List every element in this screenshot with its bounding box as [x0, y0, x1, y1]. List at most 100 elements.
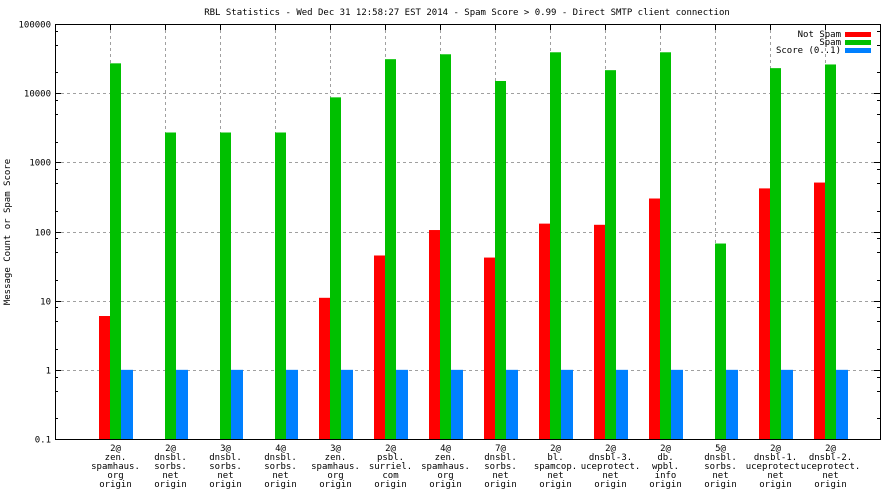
x-tick-label: origin [154, 480, 187, 490]
x-tick-label: zen. [325, 453, 347, 463]
x-tick-label: origin [814, 480, 847, 490]
x-tick-label: origin [209, 480, 242, 490]
legend-label: Not Spam [798, 30, 841, 40]
bar-spam [605, 70, 616, 439]
x-tick-label: net [602, 471, 618, 481]
bar-score-0-1 [726, 369, 738, 439]
bar-not-spam [594, 224, 605, 439]
y-axis-label: Message Count or Spam Score [3, 159, 13, 305]
bar-score-0-1 [451, 369, 463, 439]
bar-spam [660, 52, 671, 439]
bar-not-spam [814, 182, 825, 439]
bar-not-spam [649, 198, 660, 439]
x-tick-label: net [712, 471, 728, 481]
legend-label: Score (0..1) [776, 46, 841, 56]
x-tick-label: origin [374, 480, 407, 490]
bars [99, 52, 848, 439]
x-tick-label: 2@ [165, 444, 176, 454]
bar-spam [275, 132, 286, 439]
x-tick-label: net [272, 471, 288, 481]
bar-not-spam [539, 223, 550, 439]
y-tick-label: 100000 [18, 21, 51, 31]
x-tick-label: info [655, 471, 677, 481]
legend-swatch [845, 40, 871, 45]
legend-swatch [845, 32, 871, 37]
x-tick-label: com [382, 471, 398, 481]
x-tick-label: dnsbl. [704, 453, 737, 463]
x-tick-label: spamhaus. [311, 462, 360, 472]
bar-spam [495, 80, 506, 439]
x-tick-label: org [107, 471, 123, 481]
x-tick-label: zen. [435, 453, 457, 463]
x-tick-label: 3@ [220, 444, 231, 454]
x-tick-label: dnsbl. [209, 453, 242, 463]
x-tick-label: sorbs. [154, 462, 187, 472]
bar-spam [825, 64, 836, 439]
x-tick-label: sorbs. [264, 462, 297, 472]
x-axis: 2@zen.spamhaus.orgorigin2@dnsbl.sorbs.ne… [91, 24, 860, 490]
x-tick-label: bl. [547, 453, 563, 463]
bar-score-0-1 [121, 369, 133, 439]
bar-not-spam [319, 297, 330, 439]
bar-score-0-1 [176, 369, 188, 439]
x-tick-label: spamhaus. [91, 462, 140, 472]
x-tick-label: net [822, 471, 838, 481]
legend-label: Spam [819, 38, 841, 48]
x-tick-label: origin [484, 480, 517, 490]
x-tick-label: net [217, 471, 233, 481]
x-tick-label: origin [264, 480, 297, 490]
bar-score-0-1 [396, 369, 408, 439]
x-tick-label: dnsbl. [484, 453, 517, 463]
x-tick-label: net [162, 471, 178, 481]
x-tick-label: 5@ [715, 444, 726, 454]
x-tick-label: db. [657, 453, 673, 463]
x-tick-label: dnsbl. [264, 453, 297, 463]
bar-score-0-1 [781, 369, 793, 439]
bar-spam [330, 97, 341, 439]
bar-not-spam [99, 316, 110, 439]
bar-spam [715, 243, 726, 439]
x-tick-label: dnsbl-1. [754, 453, 797, 463]
bar-spam [440, 54, 451, 439]
x-tick-label: org [327, 471, 343, 481]
bar-score-0-1 [561, 369, 573, 439]
x-tick-label: 3@ [330, 444, 341, 454]
x-tick-label: net [547, 471, 563, 481]
x-tick-label: 2@ [110, 444, 121, 454]
y-tick-label: 100 [35, 229, 51, 239]
bar-spam [770, 68, 781, 439]
bar-spam [220, 132, 231, 439]
x-tick-label: net [492, 471, 508, 481]
bar-score-0-1 [671, 369, 683, 439]
bar-spam [550, 52, 561, 439]
x-tick-label: psbl. [377, 453, 404, 463]
x-tick-label: net [767, 471, 783, 481]
x-tick-label: 7@ [495, 444, 506, 454]
x-tick-label: origin [99, 480, 132, 490]
x-tick-label: 4@ [440, 444, 451, 454]
x-tick-label: org [437, 471, 453, 481]
bar-score-0-1 [286, 369, 298, 439]
bar-spam [110, 63, 121, 439]
x-tick-label: uceprotect. [746, 462, 806, 472]
x-tick-label: surriel. [369, 462, 412, 472]
x-tick-label: 2@ [660, 444, 671, 454]
x-tick-label: spamcop. [534, 462, 577, 472]
x-tick-label: origin [319, 480, 352, 490]
bar-not-spam [429, 230, 440, 439]
x-tick-label: zen. [105, 453, 127, 463]
x-tick-label: origin [539, 480, 572, 490]
bar-score-0-1 [836, 369, 848, 439]
x-tick-label: origin [429, 480, 462, 490]
x-tick-label: 2@ [770, 444, 781, 454]
x-tick-label: 2@ [550, 444, 561, 454]
bar-score-0-1 [231, 369, 243, 439]
y-tick-label: 10000 [24, 90, 51, 100]
y-tick-label: 10 [40, 298, 51, 308]
bar-spam [165, 132, 176, 439]
x-tick-label: origin [594, 480, 627, 490]
chart-title: RBL Statistics - Wed Dec 31 12:58:27 EST… [204, 8, 730, 18]
bar-score-0-1 [506, 369, 518, 439]
legend-swatch [845, 48, 871, 53]
